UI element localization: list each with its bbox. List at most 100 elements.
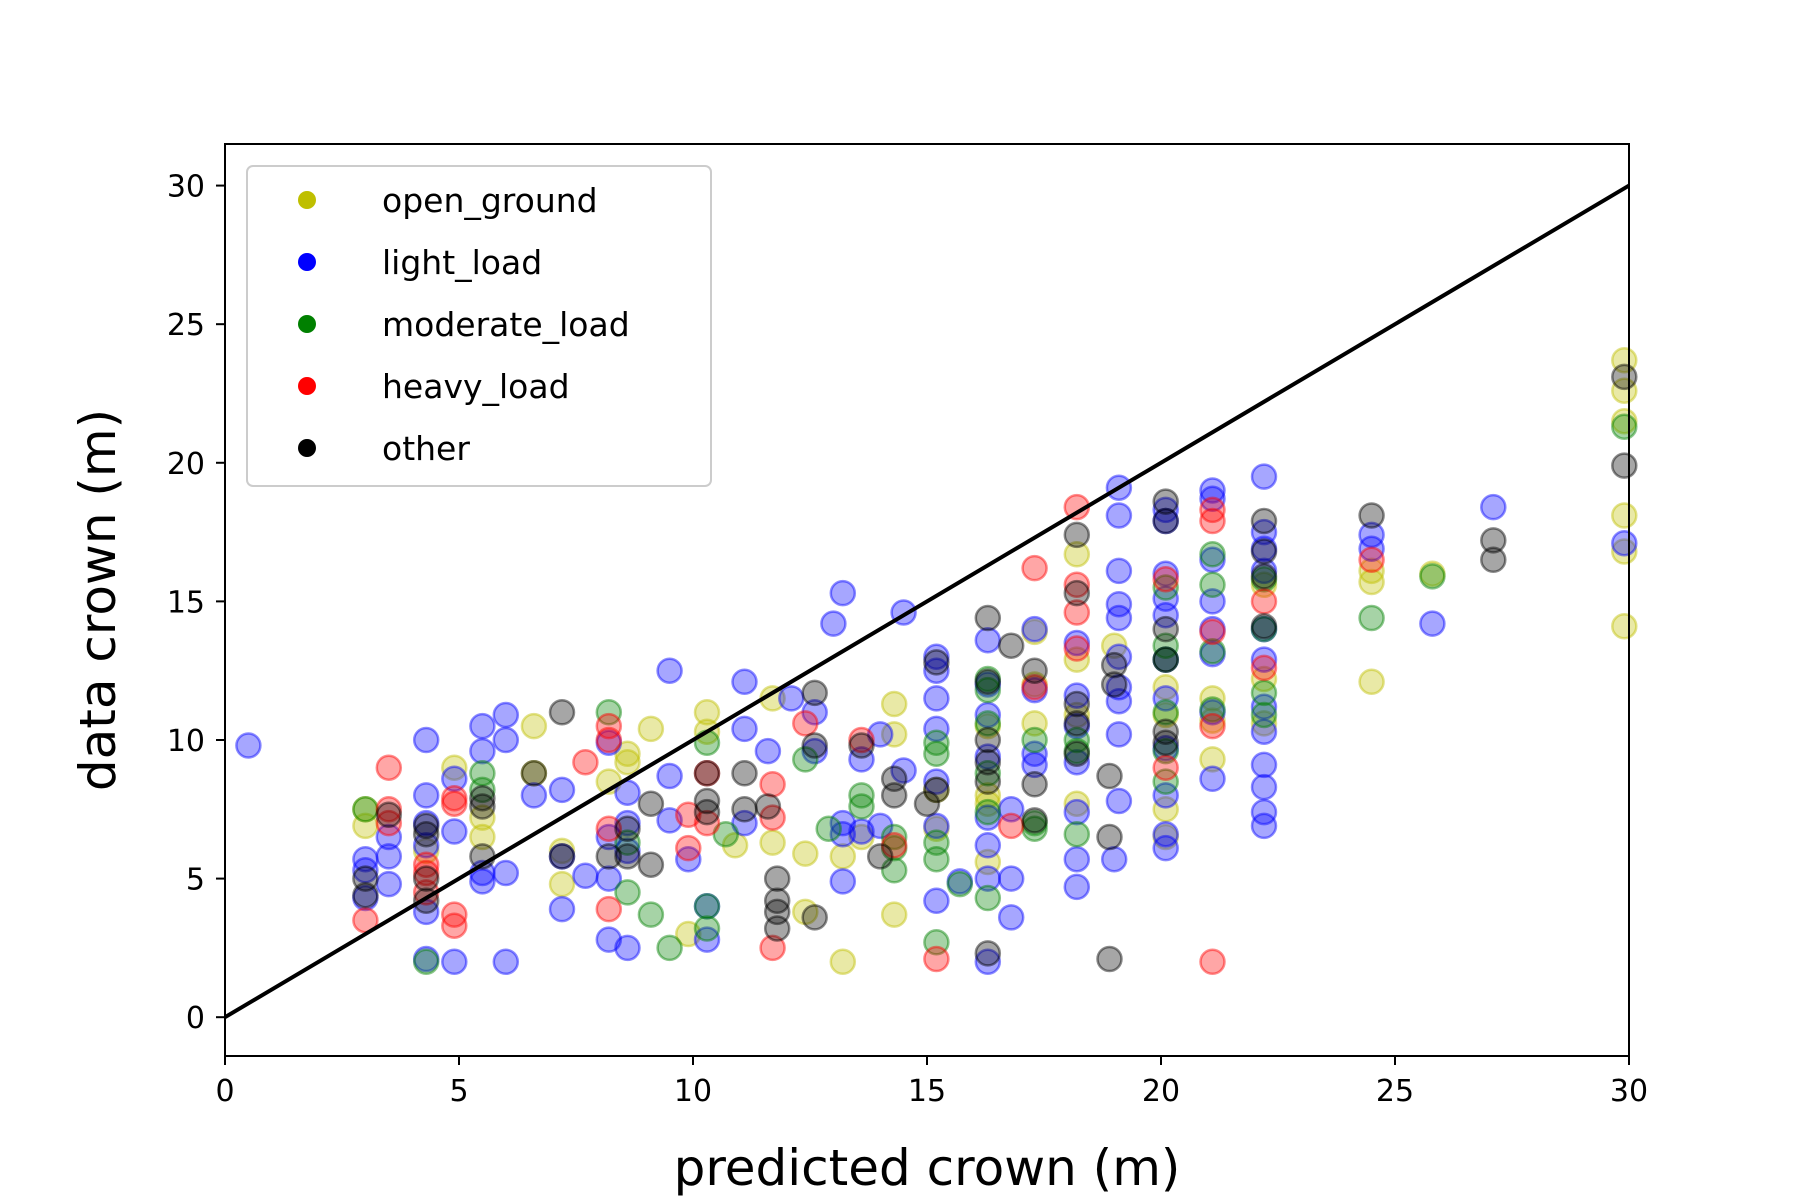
point-light_load-25 bbox=[548, 776, 576, 804]
point-open_ground-44 bbox=[1152, 796, 1179, 823]
point-open_ground-5 bbox=[469, 804, 496, 831]
point-moderate_load-34 bbox=[1021, 815, 1048, 842]
point-light_load-122 bbox=[1250, 518, 1278, 546]
point-heavy_load-23 bbox=[792, 710, 819, 737]
point-light_load-115 bbox=[1199, 546, 1226, 574]
point-light_load-88 bbox=[1063, 798, 1091, 826]
point-light_load-67 bbox=[923, 887, 950, 915]
point-moderate_load-52 bbox=[1358, 604, 1385, 632]
point-heavy_load-29 bbox=[1021, 674, 1048, 701]
point-light_load-137 bbox=[1611, 529, 1638, 557]
point-light_load-63 bbox=[923, 685, 950, 712]
point-other-38 bbox=[974, 604, 1002, 632]
point-other-69 bbox=[1480, 527, 1507, 554]
legend-marker-other bbox=[298, 439, 316, 457]
point-light_load-95 bbox=[1105, 604, 1133, 632]
point-heavy_load-3 bbox=[375, 809, 403, 837]
point-light_load-132 bbox=[1250, 812, 1278, 840]
point-light_load-101 bbox=[1100, 845, 1128, 873]
point-moderate_load-46 bbox=[1199, 638, 1226, 665]
point-light_load-90 bbox=[1063, 873, 1091, 901]
point-open_ground-1 bbox=[352, 796, 379, 823]
point-light_load-119 bbox=[1199, 699, 1226, 726]
point-light_load-23 bbox=[492, 948, 520, 976]
point-moderate_load-32 bbox=[1021, 726, 1048, 754]
point-moderate_load-33 bbox=[1021, 809, 1048, 837]
point-heavy_load-42 bbox=[1250, 654, 1278, 682]
reference-line bbox=[223, 183, 1631, 1019]
y-axis-label: data crown (m) bbox=[69, 409, 127, 791]
point-light_load-99 bbox=[1105, 721, 1133, 748]
x-tick-label-30: 30 bbox=[1610, 1074, 1648, 1109]
point-moderate_load-41 bbox=[1152, 699, 1179, 726]
point-other-21 bbox=[731, 760, 758, 787]
point-other-31 bbox=[848, 732, 875, 759]
point-other-1 bbox=[352, 881, 379, 909]
point-heavy_load-31 bbox=[1063, 571, 1091, 599]
point-open_ground-14 bbox=[675, 920, 702, 948]
point-other-30 bbox=[801, 904, 828, 931]
point-light_load-92 bbox=[1105, 502, 1133, 529]
point-light_load-24 bbox=[520, 782, 548, 809]
legend-marker-moderate_load bbox=[298, 315, 316, 333]
point-other-65 bbox=[1250, 538, 1278, 565]
point-light_load-100 bbox=[1105, 787, 1133, 815]
point-moderate_load-14 bbox=[815, 815, 842, 842]
point-light_load-26 bbox=[548, 843, 576, 870]
point-other-60 bbox=[1152, 615, 1179, 643]
point-light_load-93 bbox=[1105, 557, 1133, 585]
point-heavy_load-41 bbox=[1250, 588, 1278, 615]
point-moderate_load-20 bbox=[923, 729, 950, 757]
point-moderate_load-15 bbox=[848, 782, 875, 809]
point-moderate_load-0 bbox=[352, 796, 379, 823]
point-light_load-32 bbox=[595, 926, 623, 953]
legend-marker-heavy_load bbox=[298, 377, 316, 395]
point-other-49 bbox=[1063, 579, 1091, 607]
point-light_load-50 bbox=[820, 610, 847, 637]
point-light_load-127 bbox=[1250, 693, 1278, 720]
point-heavy_load-15 bbox=[595, 895, 623, 923]
point-light_load-42 bbox=[693, 926, 721, 953]
point-other-47 bbox=[1021, 807, 1048, 834]
point-light_load-21 bbox=[492, 726, 520, 754]
point-light_load-75 bbox=[974, 865, 1002, 892]
point-light_load-40 bbox=[675, 845, 702, 873]
point-heavy_load-19 bbox=[693, 809, 721, 837]
point-moderate_load-50 bbox=[1250, 679, 1278, 707]
point-open_ground-52 bbox=[1358, 568, 1385, 596]
point-light_load-29 bbox=[595, 729, 623, 757]
legend: open_ground light_load moderate_load heavy_… bbox=[246, 165, 712, 487]
x-axis-ticks: 0 5 10 15 20 25 30 bbox=[215, 1056, 1648, 1109]
point-light_load-81 bbox=[1021, 676, 1048, 704]
point-moderate_load-54 bbox=[1611, 413, 1638, 440]
point-light_load-136 bbox=[1480, 493, 1507, 521]
legend-label-open_ground: open_ground bbox=[382, 181, 598, 220]
legend-label-heavy_load: heavy_load bbox=[382, 367, 570, 406]
point-light_load-89 bbox=[1063, 845, 1091, 873]
point-light_load-5 bbox=[375, 870, 403, 898]
point-light_load-87 bbox=[1063, 748, 1091, 776]
point-other-56 bbox=[1096, 823, 1123, 851]
point-light_load-123 bbox=[1250, 535, 1278, 562]
point-light_load-55 bbox=[848, 746, 875, 773]
x-tick-label-20: 20 bbox=[1142, 1074, 1180, 1109]
point-light_load-53 bbox=[829, 820, 857, 848]
point-open_ground-17 bbox=[721, 832, 749, 859]
point-light_load-37 bbox=[656, 657, 683, 684]
point-light_load-94 bbox=[1105, 590, 1133, 618]
point-light_load-96 bbox=[1105, 643, 1133, 671]
x-tick-label-0: 0 bbox=[215, 1074, 234, 1109]
point-light_load-86 bbox=[1063, 712, 1091, 740]
point-heavy_load-35 bbox=[1152, 754, 1179, 781]
point-light_load-133 bbox=[1358, 521, 1385, 549]
point-light_load-27 bbox=[548, 895, 576, 923]
point-light_load-3 bbox=[352, 884, 379, 912]
point-light_load-20 bbox=[492, 701, 520, 729]
y-tick-label-20: 20 bbox=[167, 447, 205, 482]
point-moderate_load-8 bbox=[656, 934, 683, 962]
point-moderate_load-3 bbox=[469, 760, 496, 787]
point-light_load-52 bbox=[829, 809, 857, 837]
point-light_load-82 bbox=[1021, 740, 1048, 768]
point-other-28 bbox=[801, 679, 828, 707]
point-light_load-124 bbox=[1250, 557, 1278, 585]
